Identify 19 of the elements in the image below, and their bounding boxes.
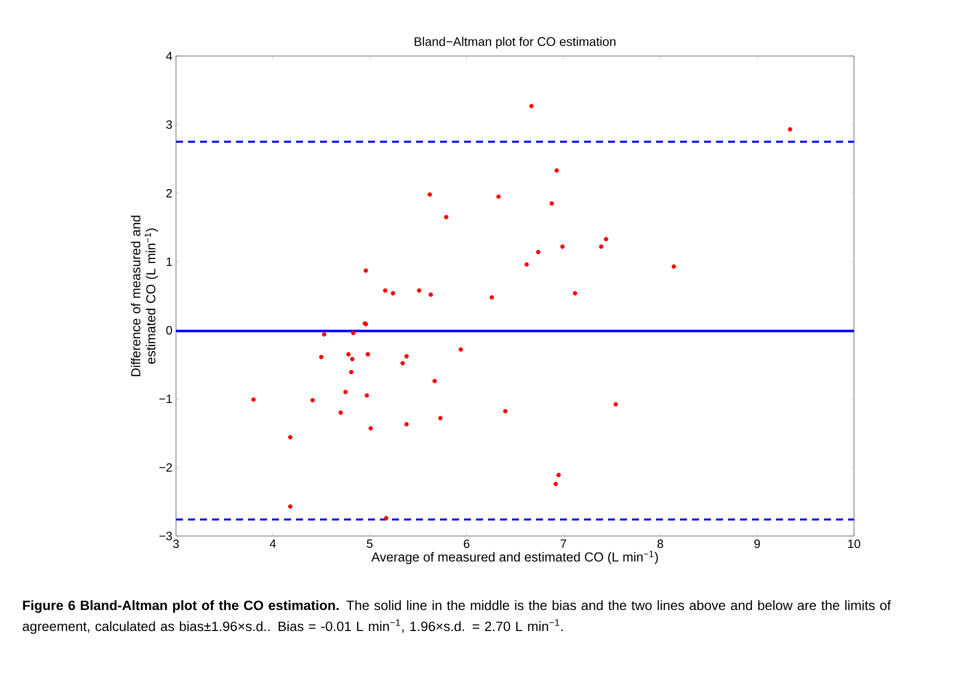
x-tick-label: 9	[754, 540, 760, 548]
x-tick-label: 6	[464, 540, 470, 548]
y-tick-label: 3	[166, 120, 172, 129]
y-tick-label: −3	[159, 532, 172, 540]
x-tick-label: 8	[657, 540, 664, 548]
x-tick-label: 5	[366, 540, 373, 548]
y-tick-label: −1	[159, 394, 172, 403]
y-tick-label: 0	[166, 326, 172, 335]
x-tick-label: 4	[270, 540, 276, 548]
x-tick-label: 7	[560, 540, 566, 548]
chart-title: Bland−Altman plot for CO estimation	[414, 36, 616, 49]
x-tick-label: 10	[848, 540, 860, 548]
y-tick-label: 2	[166, 188, 172, 198]
text: Figure 6 Bland-Altman plot of the CO estimation. The solid line in the middle is the bias and the two lines above and below are the limits of agreement, calculated as bias±1.96×s.d.. Bias = -0.01 L min$^{−1}$, 1.96×s.d. = 2.70 L min$^{−1}$.	[22, 600, 891, 634]
x-axis-title: Average of measured and estimated CO (L min$^{−1}$)	[371, 550, 658, 564]
y-tick-label: 4	[166, 52, 172, 60]
y-tick-label: −2	[159, 463, 172, 472]
x-tick-label: 3	[173, 540, 179, 548]
y-tick-label: 1	[166, 258, 172, 266]
